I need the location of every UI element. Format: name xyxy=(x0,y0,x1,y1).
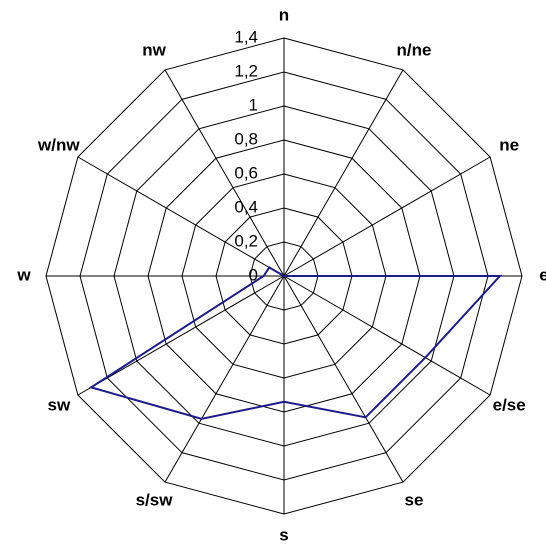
tick-label: 0,8 xyxy=(234,129,258,148)
axis-label: ne xyxy=(499,135,519,154)
spoke xyxy=(283,275,491,396)
spoke xyxy=(283,156,491,277)
axis-label: nw xyxy=(142,40,166,59)
spoke xyxy=(77,275,285,396)
tick-label: 1,4 xyxy=(234,27,258,46)
spoke xyxy=(77,156,285,277)
spoke xyxy=(164,275,285,483)
series-line xyxy=(88,266,503,420)
axis-label: n/ne xyxy=(397,40,432,59)
tick-label: 0 xyxy=(249,265,258,284)
tick-label: 0,2 xyxy=(234,231,258,250)
spoke xyxy=(164,69,285,277)
axis-label: se xyxy=(405,491,424,510)
tick-label: 1 xyxy=(249,95,258,114)
axis-label: n xyxy=(279,5,289,24)
axis-label: w xyxy=(16,265,31,284)
tick-label: 0,4 xyxy=(234,197,258,216)
axis-label: sw xyxy=(47,395,70,414)
tick-label: 0,6 xyxy=(234,163,258,182)
axis-label: e xyxy=(539,265,546,284)
axis-label: s/sw xyxy=(136,491,174,510)
axis-label: e/se xyxy=(493,395,526,414)
tick-label: 1,2 xyxy=(234,61,258,80)
spoke xyxy=(283,69,404,277)
axis-label: s xyxy=(279,525,288,544)
axis-label: w/nw xyxy=(37,135,80,154)
spoke xyxy=(283,275,404,483)
